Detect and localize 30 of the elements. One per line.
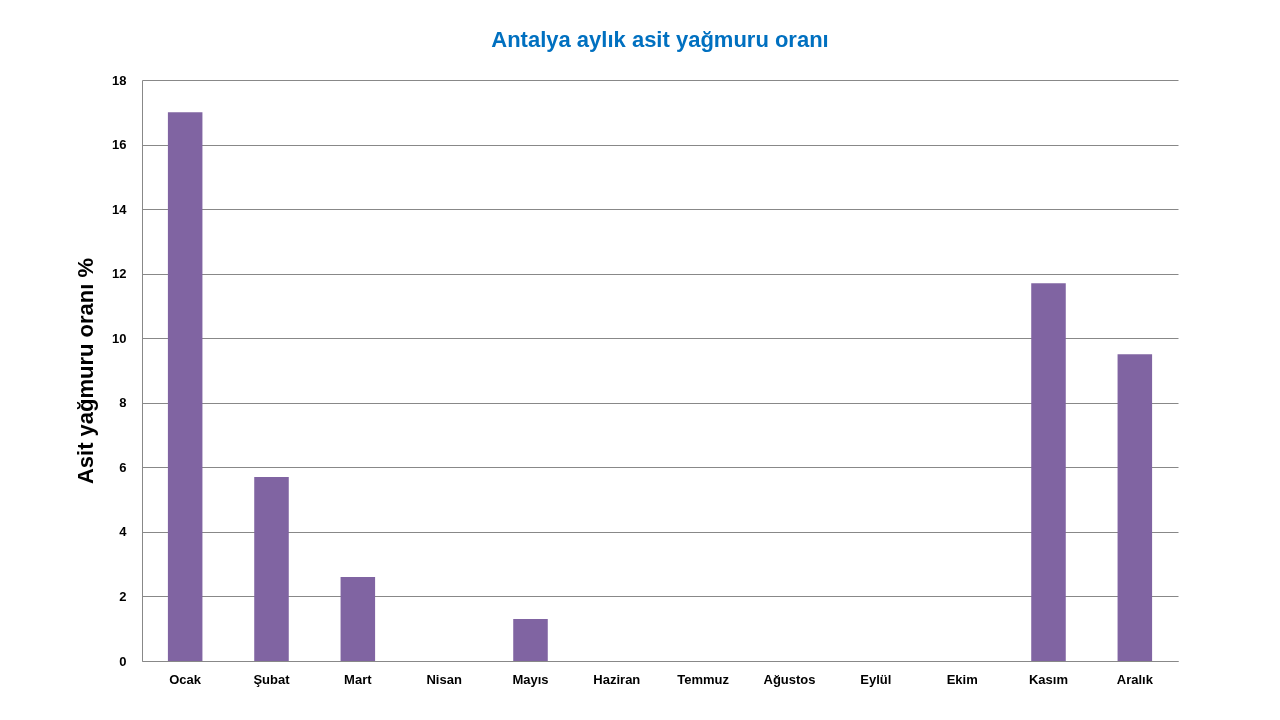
y-tick-label: 6 bbox=[119, 459, 127, 475]
chart-title: Antalya aylık asit yağmuru oranı bbox=[491, 27, 829, 52]
x-tick-label: Temmuz bbox=[677, 671, 730, 687]
bar bbox=[1117, 354, 1153, 661]
x-tick-label: Nisan bbox=[426, 671, 462, 687]
y-tick-label: 0 bbox=[119, 653, 127, 669]
bar bbox=[513, 619, 548, 661]
x-tick-label: Aralık bbox=[1116, 671, 1154, 687]
x-tick-label: Mayıs bbox=[512, 671, 549, 687]
y-tick-label: 4 bbox=[119, 524, 128, 540]
x-tick-label: Ağustos bbox=[763, 671, 816, 687]
bar bbox=[1031, 283, 1066, 661]
y-axis-title: Asit yağmuru oranı % bbox=[73, 257, 99, 485]
y-tick-label: 10 bbox=[112, 330, 127, 346]
y-tick-label: 12 bbox=[112, 266, 127, 282]
bar bbox=[254, 477, 289, 661]
y-tick-label: 18 bbox=[112, 72, 127, 88]
y-tick-label: 16 bbox=[112, 137, 127, 153]
y-tick-label: 2 bbox=[119, 588, 127, 604]
x-tick-label: Mart bbox=[344, 671, 373, 687]
x-tick-label: Kasım bbox=[1028, 671, 1069, 687]
bar bbox=[340, 577, 376, 661]
x-tick-label: Ekim bbox=[946, 671, 978, 687]
x-tick-label: Eylül bbox=[860, 671, 892, 687]
x-tick-label: Şubat bbox=[253, 671, 291, 687]
y-tick-label: 8 bbox=[119, 395, 127, 411]
y-tick-label: 14 bbox=[112, 201, 128, 217]
x-tick-label: Haziran bbox=[593, 671, 641, 687]
x-tick-label: Ocak bbox=[169, 671, 202, 687]
bar bbox=[167, 112, 203, 661]
